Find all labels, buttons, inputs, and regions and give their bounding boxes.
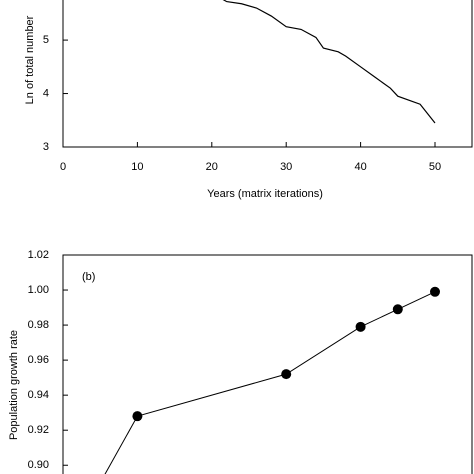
y-tick-label: 0.92 (28, 424, 49, 436)
x-tick-label: 20 (206, 161, 218, 173)
y-tick-label: 1.00 (28, 284, 49, 296)
y-tick-label: 4 (43, 87, 49, 99)
x-tick-label: 40 (354, 161, 366, 173)
panel-label: (b) (82, 271, 95, 283)
data-point (392, 304, 403, 315)
y-axis-label: Ln of total number (24, 15, 36, 104)
y-axis-label: Population growth rate (8, 330, 20, 440)
x-tick-label: 50 (429, 161, 441, 173)
data-point (281, 369, 292, 380)
data-point (132, 411, 143, 422)
data-line (222, 0, 436, 124)
axes-frame-b (62, 254, 473, 474)
x-tick-label: 0 (60, 161, 66, 173)
y-tick-label: 3 (43, 141, 49, 153)
y-tick-label: 0.96 (28, 354, 49, 366)
data-line (104, 291, 436, 474)
axes-frame-a (62, 0, 473, 148)
data-point (355, 321, 366, 332)
y-tick-label: 1.02 (28, 249, 49, 261)
x-tick-label: 10 (131, 161, 143, 173)
y-tick-label: 5 (43, 34, 49, 46)
x-tick-label: 30 (280, 161, 292, 173)
y-tick-label: 0.90 (28, 459, 49, 471)
x-axis-label: Years (matrix iterations) (207, 188, 323, 200)
data-point (430, 286, 440, 297)
y-tick-label: 0.98 (28, 319, 49, 331)
y-tick-label: 0.94 (28, 389, 49, 401)
